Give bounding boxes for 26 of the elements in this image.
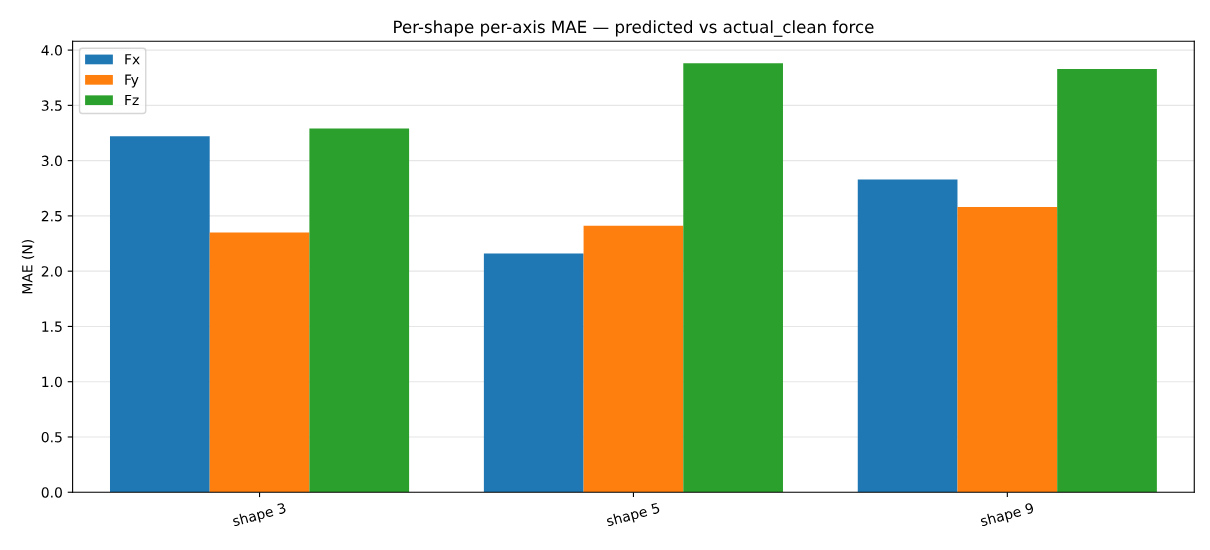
y-axis-title: MAE (N) bbox=[21, 239, 35, 294]
legend-label: Fx bbox=[125, 54, 140, 65]
y-tick-label: 1.0 bbox=[42, 376, 62, 388]
bar bbox=[209, 232, 310, 493]
x-tick-label: shape 9 bbox=[979, 502, 1035, 530]
bar bbox=[857, 179, 958, 493]
y-tick-label: 2.0 bbox=[41, 266, 62, 277]
legend-label: Fy bbox=[125, 74, 139, 88]
y-tick-label: 0.0 bbox=[41, 487, 62, 498]
y-tick-label: 3.5 bbox=[41, 100, 62, 111]
y-tick-label: 3.0 bbox=[41, 155, 62, 167]
chart-title: Per-shape per-axis MAE — predicted vs actual_clean force bbox=[394, 20, 874, 37]
bar bbox=[957, 207, 1058, 493]
bar bbox=[309, 128, 410, 493]
y-tick-label: 4.0 bbox=[41, 45, 62, 56]
x-tick-label: shape 3 bbox=[231, 502, 287, 530]
y-tick-label: 0.5 bbox=[41, 431, 62, 443]
bar bbox=[1057, 68, 1157, 493]
legend-label: Fz bbox=[125, 94, 139, 106]
y-tick-label: 1.5 bbox=[42, 321, 62, 332]
bar bbox=[583, 225, 684, 493]
bar bbox=[109, 136, 210, 493]
bar bbox=[683, 63, 783, 493]
y-tick-label: 2.5 bbox=[41, 210, 62, 222]
x-tick-label: shape 5 bbox=[605, 502, 661, 530]
bar bbox=[483, 253, 584, 493]
